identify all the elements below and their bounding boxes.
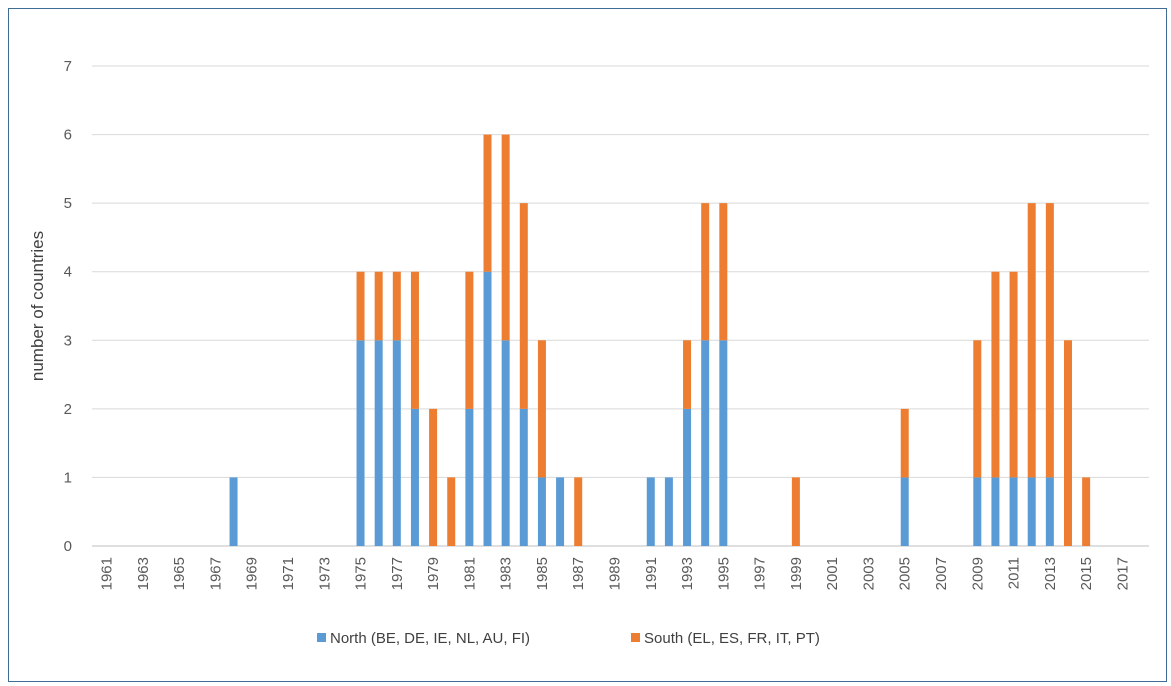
bar-south-2012 [1027,203,1036,478]
bar-south-1976 [374,271,383,341]
y-tick-label: 5 [64,195,72,212]
bar-north-1993 [683,408,692,546]
x-tick-label: 1997 [752,557,769,590]
x-tick-label: 1975 [353,557,370,590]
bar-north-1975 [356,340,365,546]
x-tick-label: 1967 [207,557,224,590]
bar-north-1977 [392,340,401,546]
bar-north-1985 [537,477,546,546]
x-tick-label: 1987 [570,557,587,590]
bar-north-2011 [1009,477,1018,546]
bars [229,134,1091,546]
bar-north-2009 [973,477,982,546]
bar-south-2014 [1063,340,1072,546]
x-tick-label: 1993 [679,557,696,590]
bar-south-1999 [791,477,800,546]
x-tick-label: 1999 [788,557,805,590]
legend-swatch-south [631,633,640,642]
y-tick-labels: 0 1 2 3 4 5 6 7 [64,58,72,555]
bar-south-1975 [356,271,365,341]
bar-south-1993 [683,340,692,409]
legend-label-south: South (EL, ES, FR, IT, PT) [644,630,820,647]
bar-south-2013 [1045,203,1054,478]
gridlines [92,65,1149,547]
y-tick-label: 6 [64,127,72,144]
x-tick-label: 2013 [1042,557,1059,590]
x-tick-label: 2011 [1006,557,1023,589]
bar-south-1979 [429,408,438,546]
bar-south-2010 [991,271,1000,478]
stacked-bar-chart: 0 1 2 3 4 5 6 7 1961 1963 1965 1967 1969 1971 1973 197… [28,58,1149,647]
y-tick-label: 3 [64,332,72,349]
bar-north-2012 [1027,477,1036,546]
bar-south-2005 [900,408,909,478]
bar-north-1968 [229,477,238,546]
bar-south-1981 [465,271,474,409]
bar-south-1985 [537,340,546,478]
y-axis-title: number of countries [28,231,47,381]
bar-south-1995 [719,203,728,341]
x-tick-label: 1979 [425,557,442,590]
x-tick-labels: 1961 1963 1965 1967 1969 1971 1973 1975 1977 1979… [99,557,1132,590]
x-tick-label: 2015 [1078,557,1095,590]
x-tick-label: 1985 [534,557,551,590]
bar-north-1994 [701,340,710,546]
x-tick-label: 1969 [244,557,261,590]
x-tick-label: 1971 [280,557,297,590]
bar-north-1984 [519,408,528,546]
bar-north-2010 [991,477,1000,546]
bar-south-1984 [519,203,528,409]
bar-south-1983 [501,134,510,341]
chart-frame: 0 1 2 3 4 5 6 7 1961 1963 1965 1967 1969 1971 1973 197… [8,8,1167,682]
x-tick-label: 1977 [389,557,406,590]
x-tick-label: 2017 [1114,557,1131,590]
bar-north-1976 [374,340,383,546]
bar-south-2009 [973,340,982,478]
bar-north-1983 [501,340,510,546]
x-tick-label: 2007 [933,557,950,590]
legend-swatch-north [317,633,326,642]
x-tick-label: 1983 [498,557,515,590]
bar-south-2011 [1009,271,1018,478]
bar-north-1992 [664,477,673,546]
bar-south-1977 [392,271,401,341]
x-tick-label: 1965 [171,557,188,590]
x-tick-label: 2003 [860,557,877,590]
bar-north-2013 [1045,477,1054,546]
x-tick-label: 1995 [715,557,732,590]
bar-north-1978 [410,408,419,546]
y-tick-label: 0 [64,538,72,555]
bar-south-1978 [410,271,419,409]
y-tick-label: 4 [64,264,72,281]
bar-south-1987 [574,477,583,546]
x-tick-label: 1989 [606,557,623,590]
x-tick-label: 2009 [969,557,986,590]
bar-south-1982 [483,134,492,272]
bar-north-1981 [465,408,474,546]
bar-south-2015 [1082,477,1091,546]
x-tick-label: 1963 [135,557,152,590]
bar-north-1986 [556,477,565,546]
legend-label-north: North (BE, DE, IE, NL, AU, FI) [330,630,530,647]
x-tick-label: 1961 [99,557,116,590]
x-tick-label: 1991 [643,557,660,590]
bar-north-1991 [646,477,655,546]
y-tick-label: 7 [64,58,72,75]
x-tick-label: 2001 [824,557,841,590]
bar-north-1982 [483,271,492,546]
bar-south-1980 [447,477,456,546]
bar-north-2005 [900,477,909,546]
bar-north-1995 [719,340,728,546]
bar-south-1994 [701,203,710,341]
y-tick-label: 2 [64,401,72,418]
y-tick-label: 1 [64,469,72,486]
x-tick-label: 1973 [316,557,333,590]
x-tick-label: 1981 [461,557,478,590]
x-tick-label: 2005 [897,557,914,590]
legend: North (BE, DE, IE, NL, AU, FI) South (EL… [317,630,820,647]
